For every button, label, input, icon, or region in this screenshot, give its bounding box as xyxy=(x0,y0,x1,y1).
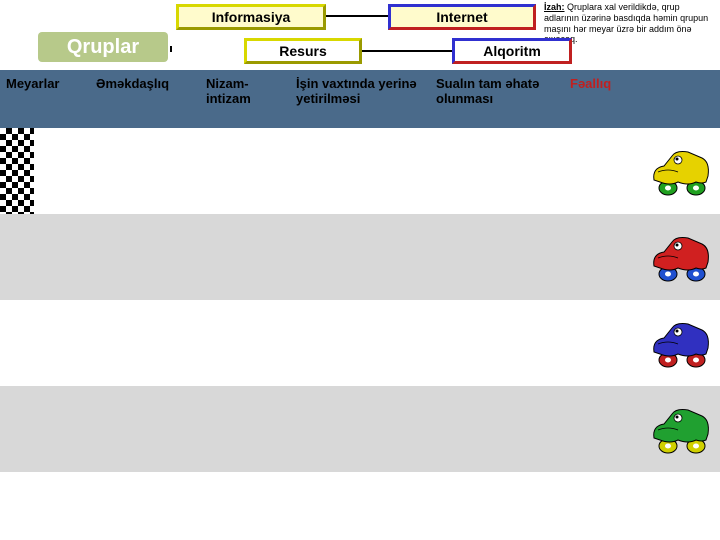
header-col-3: İşin vaxtında yerinə yetirilməsi xyxy=(290,70,430,128)
group-row-0 xyxy=(0,128,720,214)
header-col-4: Sualın tam əhatə olunması xyxy=(430,70,564,128)
row-track xyxy=(34,386,642,472)
checker-flag xyxy=(0,214,34,300)
connector xyxy=(326,15,388,17)
internet-button[interactable]: Internet xyxy=(388,4,536,30)
connector xyxy=(362,50,452,52)
car-cell[interactable] xyxy=(642,214,720,300)
row-track xyxy=(34,300,642,386)
connector xyxy=(170,46,172,52)
car-cell[interactable] xyxy=(642,300,720,386)
group-row-1 xyxy=(0,214,720,300)
alqoritm-button[interactable]: Alqoritm xyxy=(452,38,572,64)
checker-flag xyxy=(0,300,34,386)
car-icon xyxy=(648,146,714,196)
car-icon xyxy=(648,232,714,282)
group-row-3 xyxy=(0,386,720,472)
row-track xyxy=(34,214,642,300)
informasiya-button[interactable]: Informasiya xyxy=(176,4,326,30)
checker-flag xyxy=(0,386,34,472)
header-col-1: Əməkdaşlıq xyxy=(90,70,200,128)
car-cell[interactable] xyxy=(642,128,720,214)
qruplar-badge[interactable]: Qruplar xyxy=(38,32,168,62)
header-col-2: Nizam-intizam xyxy=(200,70,290,128)
group-row-2 xyxy=(0,300,720,386)
checker-flag xyxy=(0,128,34,214)
car-cell[interactable] xyxy=(642,386,720,472)
header-col-0: Meyarlar xyxy=(0,70,90,128)
group-rows xyxy=(0,128,720,472)
izah-label: İzah: xyxy=(544,2,565,12)
criteria-header: MeyarlarƏməkdaşlıqNizam-intizamİşin vaxt… xyxy=(0,70,720,128)
resurs-button[interactable]: Resurs xyxy=(244,38,362,64)
row-track xyxy=(34,128,642,214)
header-col-5: Fəallıq xyxy=(564,70,674,128)
car-icon xyxy=(648,318,714,368)
car-icon xyxy=(648,404,714,454)
